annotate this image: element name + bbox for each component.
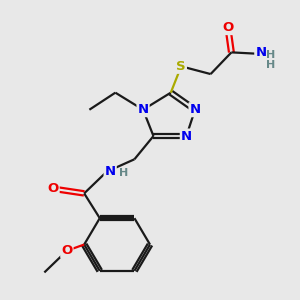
Text: N: N bbox=[181, 130, 192, 142]
Text: H: H bbox=[119, 168, 128, 178]
Text: N: N bbox=[190, 103, 201, 116]
Text: H: H bbox=[266, 60, 275, 70]
Text: N: N bbox=[255, 46, 266, 59]
Text: N: N bbox=[105, 165, 116, 178]
Text: O: O bbox=[47, 182, 58, 195]
Text: N: N bbox=[137, 103, 148, 116]
Text: H: H bbox=[266, 50, 275, 60]
Text: O: O bbox=[222, 21, 234, 34]
Text: S: S bbox=[176, 60, 186, 73]
Text: O: O bbox=[61, 244, 73, 257]
